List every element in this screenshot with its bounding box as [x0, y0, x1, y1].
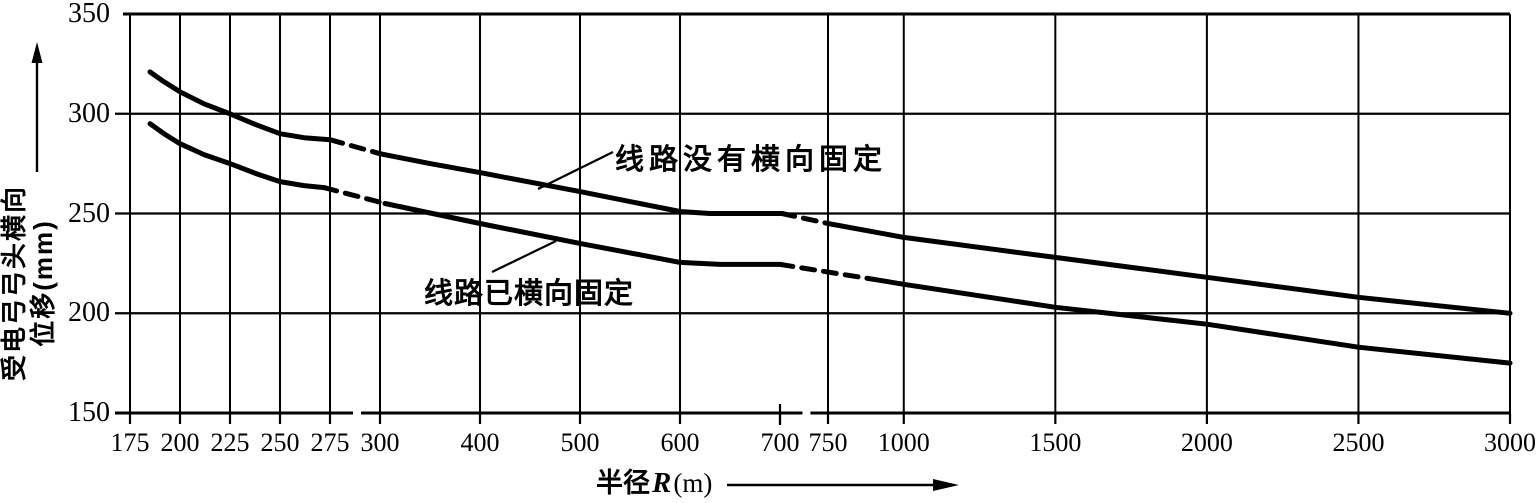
- series-0-segment-0-solid: [147, 69, 333, 143]
- x-tick-label-1000: 1000: [877, 428, 930, 457]
- y-tick-label-350: 350: [68, 0, 110, 29]
- x-tick-label-250: 250: [260, 428, 300, 457]
- x-tick-label-600: 600: [660, 428, 700, 457]
- x-axis-title-unit: (m): [673, 468, 713, 498]
- x-tick-label-3000: 3000: [1484, 428, 1536, 457]
- series-1-segment-0-solid: [147, 121, 327, 191]
- x-tick-label-175: 175: [110, 428, 150, 457]
- x-axis-title-prefix: 半径: [596, 468, 650, 498]
- leader-line-1: [491, 240, 557, 273]
- x-tick-label-2000: 2000: [1180, 428, 1233, 457]
- x-tick-label-1500: 1500: [1029, 428, 1082, 457]
- y-axis-title-line1: 受电弓弓头横向: [0, 185, 29, 382]
- x-tick-label-500: 500: [560, 428, 600, 457]
- x-tick-label-200: 200: [160, 428, 200, 457]
- series-label-lateral-fixed: 线路已横向固定: [424, 278, 635, 310]
- y-tick-label-200: 200: [68, 297, 110, 329]
- x-tick-label-2500: 2500: [1332, 428, 1385, 457]
- series-1-segment-1-dashed: [321, 185, 388, 206]
- y-axis-arrow-icon: [31, 42, 43, 63]
- series-0-segment-1-dashed: [327, 137, 383, 157]
- x-tick-label-400: 400: [460, 428, 500, 457]
- x-tick-label-300: 300: [360, 428, 400, 457]
- leader-line-0: [537, 151, 614, 190]
- series-1-segment-3-dashed: [777, 261, 876, 282]
- series-0-segment-4-solid: [825, 221, 1513, 316]
- x-tick-label-750: 750: [808, 428, 848, 457]
- x-axis-title-variable: R: [652, 467, 672, 499]
- x-tick-label-700: 700: [760, 428, 800, 457]
- x-tick-label-275: 275: [310, 428, 350, 457]
- y-tick-label-250: 250: [68, 197, 110, 229]
- series-0-segment-2-solid: [377, 151, 785, 216]
- x-tick-label-225: 225: [210, 428, 250, 457]
- x-axis-arrow-icon: [933, 479, 959, 491]
- series-1-segment-2-solid: [382, 201, 783, 267]
- series-0-segment-3-dashed: [779, 211, 831, 226]
- y-tick-label-300: 300: [68, 97, 110, 129]
- series-label-no-lateral-fixing: 线路没有横向固定: [615, 144, 888, 176]
- series-1-segment-4-solid: [871, 276, 1513, 366]
- x-axis-title: 半径R(m): [596, 467, 712, 499]
- y-tick-label-150: 150: [68, 397, 110, 428]
